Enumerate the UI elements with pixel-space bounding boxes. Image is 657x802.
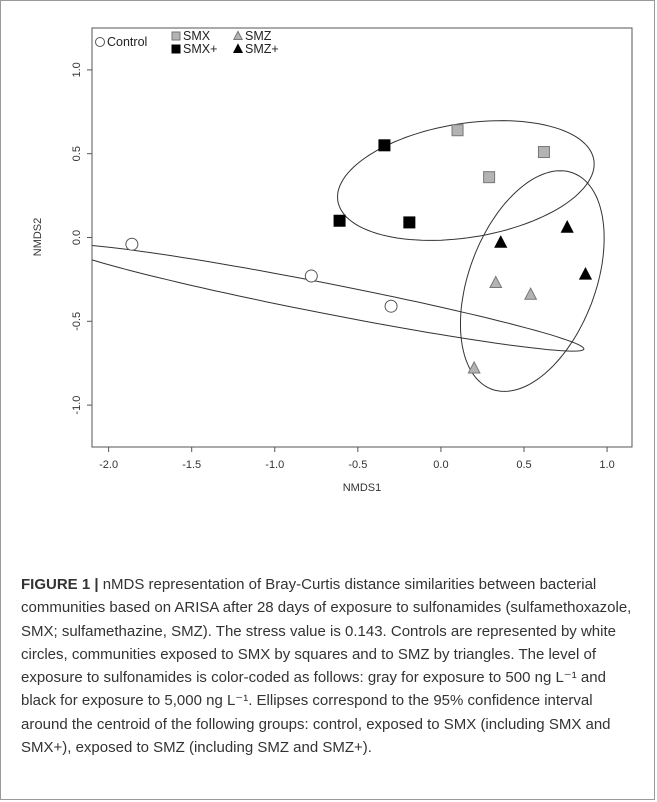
point-smz [489,275,503,288]
legend-label-smx-plus: SMX+ [183,42,217,56]
legend-label-smx: SMX [183,29,211,43]
legend-marker-smx [171,31,181,41]
confidence-ellipse-control [92,245,585,352]
points-layer [125,124,593,374]
x-tick-label: 1.0 [599,459,614,471]
legend-label-smz: SMZ [245,29,272,43]
point-smz [467,360,481,374]
point-smx [537,146,550,159]
point-control [304,269,318,283]
y-tick-label: -0.5 [71,312,83,331]
x-tick-label: 0.0 [433,459,448,471]
legend-label-smz-plus: SMZ+ [245,42,279,56]
point-smx-plus [333,214,346,227]
point-control [384,299,398,313]
y-tick-label: 1.0 [71,62,83,77]
figure-caption: FIGURE 1 | nMDS representation of Bray-C… [21,573,643,759]
x-tick-label: 0.5 [516,459,531,471]
point-smx-plus [378,139,391,152]
legend-marker-smz-plus [232,43,244,53]
ellipses-layer [92,120,605,392]
figure-caption-label: FIGURE 1 | [21,576,99,593]
point-control [125,237,139,251]
nmds-plot: -2.0 -1.5 -1.0 -0.5 0.0 0.5 1.0 1.0 0.5 0.0 -0.5 -1… [32,27,633,494]
x-tick-label: -1.5 [182,459,201,471]
y-tick-label: -1.0 [71,396,83,415]
axes-layer: -2.0 -1.5 -1.0 -0.5 0.0 0.5 1.0 1.0 0.5 0.0 -0.5 -1… [71,62,615,471]
y-axis-label: NMDS2 [32,218,44,257]
legend-marker-smx-plus [171,44,181,54]
point-smz [524,287,538,300]
point-smx [451,124,464,137]
point-smz-plus [560,220,574,233]
x-axis-label: NMDS1 [343,482,382,494]
x-tick-label: -0.5 [348,459,367,471]
plot-area-border [91,27,633,448]
point-smz-plus [578,266,593,280]
x-tick-label: -1.0 [265,459,284,471]
legend-marker-smz [232,30,244,40]
point-smx-plus [403,216,416,229]
confidence-ellipse-smz [460,170,605,392]
confidence-ellipse-smx [337,120,595,241]
y-tick-label: 0.5 [71,146,83,161]
x-tick-label: -2.0 [99,459,118,471]
point-smz-plus [494,235,508,248]
figure-caption-text: nMDS representation of Bray-Curtis dista… [21,576,632,757]
legend-marker-control [95,37,105,47]
legend-label-control: Control [107,35,147,49]
y-tick-label: 0.0 [71,230,83,245]
point-smx [483,171,496,184]
